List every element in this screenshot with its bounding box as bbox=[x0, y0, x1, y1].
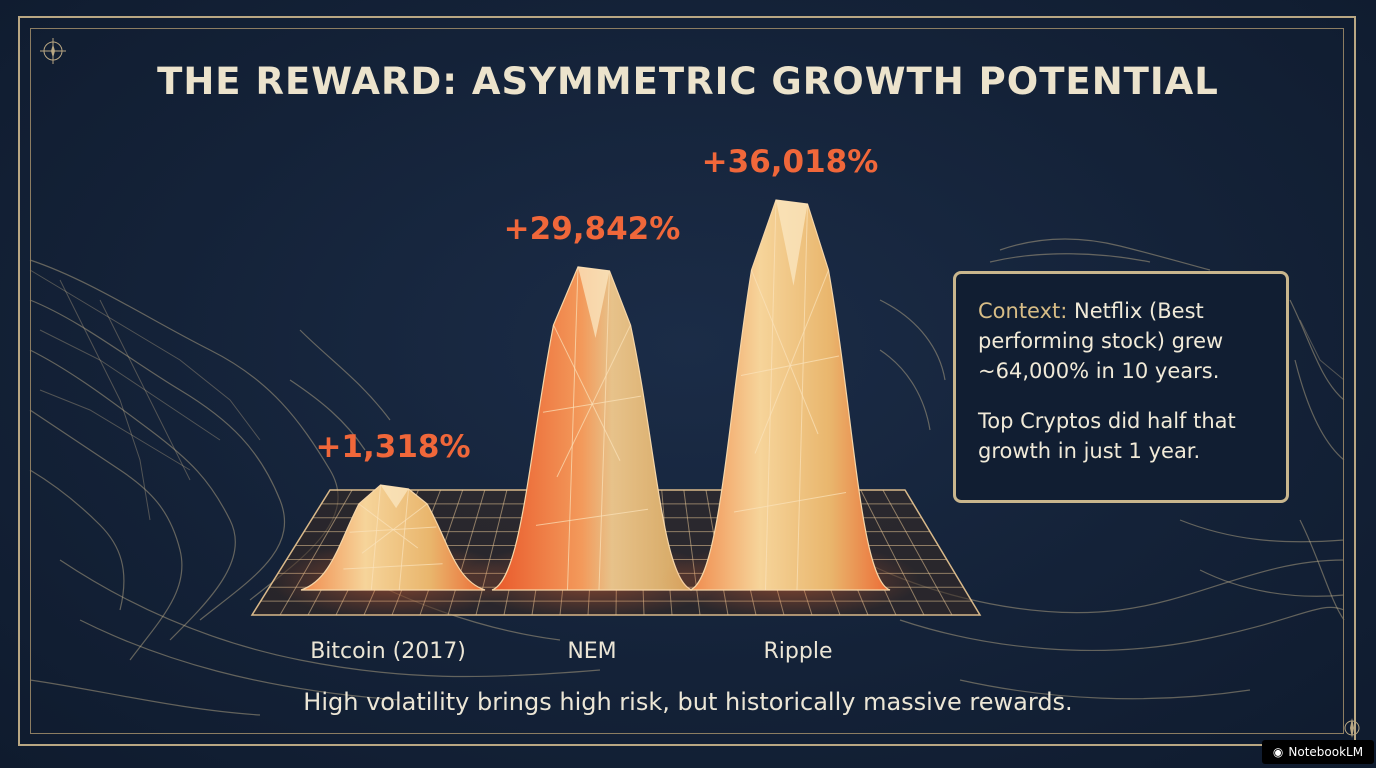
value-label-1: +1,318% bbox=[315, 429, 470, 465]
peak-facet bbox=[556, 324, 631, 478]
category-label-1: Bitcoin (2017) bbox=[310, 639, 466, 664]
compass-icon bbox=[40, 38, 66, 64]
peak-2 bbox=[462, 266, 722, 618]
context-paragraph-1: Context: Netflix (Best performing stock)… bbox=[978, 296, 1266, 386]
peak-facet bbox=[754, 270, 829, 454]
category-labels: Bitcoin (2017) NEM Ripple bbox=[310, 639, 832, 664]
peak-facet bbox=[349, 526, 437, 533]
peak-highlight bbox=[776, 200, 808, 286]
category-label-3: Ripple bbox=[764, 639, 833, 664]
slide-title: THE REWARD: ASYMMETRIC GROWTH POTENTIAL bbox=[157, 60, 1219, 103]
value-labels: +1,318% +29,842% +36,018% bbox=[315, 144, 878, 465]
peak-facet bbox=[542, 395, 642, 413]
peak-facet bbox=[796, 203, 808, 591]
grid-line-v bbox=[882, 489, 953, 616]
peak-highlight bbox=[380, 485, 409, 509]
peak-facet bbox=[535, 508, 649, 526]
peak-body bbox=[491, 266, 693, 591]
peak-facet bbox=[370, 484, 382, 591]
badge-text: NotebookLM bbox=[1288, 745, 1364, 759]
peak-highlight bbox=[578, 266, 610, 338]
notebooklm-badge: ◉ NotebookLM bbox=[1262, 740, 1374, 764]
peak-facet bbox=[765, 199, 777, 591]
context-label: Context: bbox=[978, 299, 1068, 323]
value-label-2: +29,842% bbox=[504, 211, 681, 247]
peak-facet bbox=[358, 503, 419, 549]
peak-facet bbox=[361, 503, 428, 554]
peak-facet bbox=[598, 270, 610, 591]
inner-frame bbox=[30, 28, 1344, 734]
peak-facet bbox=[740, 355, 840, 376]
context-text-1: Netflix (Best performing stock) grew ~64… bbox=[978, 299, 1224, 383]
notebook-icon: ◉ bbox=[1272, 745, 1284, 759]
grid-line-v bbox=[860, 489, 925, 616]
outer-frame bbox=[18, 16, 1356, 746]
peak-3 bbox=[660, 199, 920, 618]
peak-facet bbox=[751, 270, 819, 435]
peak-1 bbox=[271, 484, 515, 618]
peak-facet bbox=[733, 492, 847, 513]
peak-facet bbox=[553, 324, 621, 461]
chart-peaks bbox=[271, 199, 920, 618]
context-box: Context: Netflix (Best performing stock)… bbox=[953, 271, 1289, 503]
category-label-2: NEM bbox=[567, 639, 616, 664]
peak-facet bbox=[398, 488, 409, 591]
peak-facet bbox=[343, 563, 443, 570]
context-paragraph-2: Top Cryptos did half that growth in just… bbox=[978, 409, 1236, 463]
caption: High volatility brings high risk, but hi… bbox=[303, 688, 1073, 716]
value-label-3: +36,018% bbox=[702, 144, 879, 180]
peak-facet bbox=[567, 266, 579, 591]
compass-rose-icon bbox=[1344, 718, 1360, 738]
